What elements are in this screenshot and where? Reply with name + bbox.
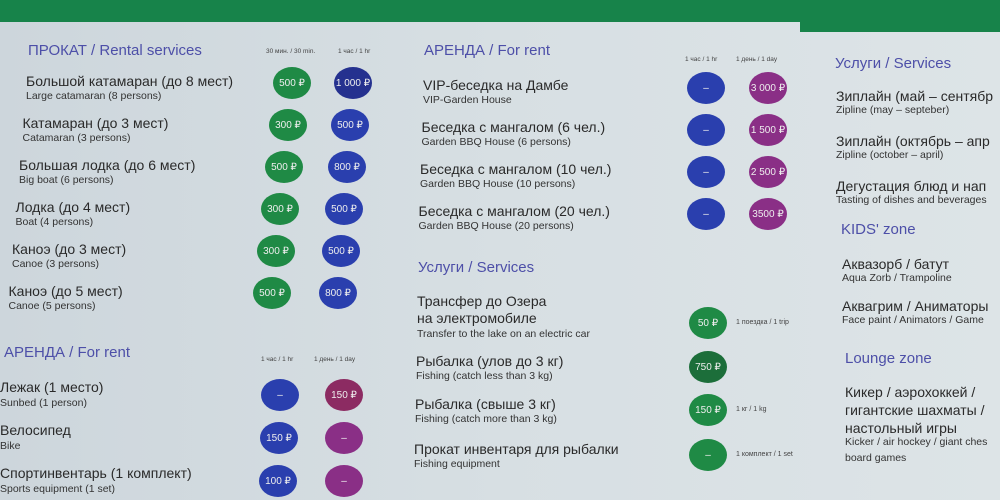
item-name-en: Catamaran (3 persons): [22, 132, 131, 144]
price-30min: 500 ₽: [265, 151, 303, 183]
item-name-en: VIP-Garden House: [423, 94, 512, 106]
item-name-ru: Рыбалка (улов до 3 кг): [416, 353, 564, 369]
item-name-en: board games: [845, 452, 907, 464]
item-name-ru: Дегустация блюд и нап: [836, 178, 987, 194]
item-name-en: Aqua Zorb / Trampoline: [842, 272, 952, 284]
item-name-en: Big boat (6 persons): [19, 174, 114, 186]
item-name-ru: Спортинвентарь (1 комплект): [0, 465, 192, 481]
item-name-en: Transfer to the lake on an electric car: [417, 328, 590, 340]
price-30min: 500 ₽: [253, 277, 291, 309]
price-30min: 300 ₽: [261, 193, 299, 225]
price-1day: 1 500 ₽: [749, 114, 787, 146]
price-1hr: –: [687, 114, 725, 146]
price-1hr: 150 ₽: [260, 422, 298, 454]
item-name-en: Garden BBQ House (10 persons): [420, 178, 576, 190]
green-header-band: [0, 0, 1000, 22]
item-name-ru: Кикер / аэрохоккей /: [845, 384, 976, 400]
price-1hr: –: [687, 198, 725, 230]
item-name-en: Canoe (3 persons): [12, 258, 99, 270]
item-name-ru: Велосипед: [0, 422, 71, 438]
item-name-en: Zipline (october – april): [836, 149, 944, 161]
item-name-ru: Большой катамаран (до 8 мест): [26, 73, 234, 89]
item-name-ru: Беседка с мангалом (10 чел.): [420, 161, 612, 177]
item-name-ru: Каноэ (до 5 мест): [8, 283, 123, 299]
column-label-1hr: 1 час / 1 hr: [685, 56, 718, 63]
price-1day: 3500 ₽: [749, 198, 787, 230]
item-name-en: Zipline (may – septeber): [836, 104, 950, 116]
price-1day: 150 ₽: [325, 379, 363, 411]
price-1hr: 1 000 ₽: [334, 67, 372, 99]
item-name-ru: настольный игры: [845, 420, 957, 436]
price-1hr: 500 ₽: [322, 235, 360, 267]
price-30min: 300 ₽: [269, 109, 307, 141]
item-name-ru: Трансфер до Озера: [417, 293, 547, 309]
item-name-en: Boat (4 persons): [15, 216, 94, 228]
item-name-ru: Аквагрим / Аниматоры: [842, 298, 989, 314]
column-label-1hr: 1 час / 1 hr: [338, 48, 371, 55]
price: 50 ₽: [689, 307, 727, 339]
item-name-ru: Аквазорб / батут: [842, 256, 950, 272]
section-title-lounge: Lounge zone: [845, 350, 932, 367]
item-name-ru: Прокат инвентаря для рыбалки: [414, 441, 619, 457]
item-name-ru: Катамаран (до 3 мест): [22, 115, 169, 131]
price-1day: 2 500 ₽: [749, 156, 787, 188]
price-1hr: –: [687, 156, 725, 188]
item-name-en: Face paint / Animators / Game: [842, 314, 984, 326]
item-name-en: Garden BBQ House (6 persons): [421, 136, 571, 148]
column-label-1day: 1 день / 1 day: [736, 56, 778, 63]
price-1hr: –: [261, 379, 299, 411]
unit-note: 1 поездка / 1 trip: [736, 319, 789, 326]
section-title-services-mid: Услуги / Services: [418, 259, 535, 276]
item-name-en: Bike: [0, 440, 21, 452]
item-name-en: Kicker / air hockey / giant ches: [845, 436, 988, 448]
item-name-ru: Зиплайн (октябрь – апр: [836, 133, 990, 149]
section-title-kids: KIDS' zone: [841, 221, 916, 238]
item-name-ru: Беседка с мангалом (20 чел.): [418, 203, 610, 219]
item-name-en: Garden BBQ House (20 persons): [418, 220, 574, 232]
section-title-rent-left: АРЕНДА / For rent: [4, 344, 131, 361]
item-name-ru: гигантские шахматы /: [845, 402, 985, 418]
price-1day: –: [325, 422, 363, 454]
item-name-ru: Лодка (до 4 мест): [15, 199, 131, 215]
unit-note: 1 комплект / 1 set: [736, 451, 793, 458]
item-name-ru: Беседка с мангалом (6 чел.): [421, 119, 606, 135]
section-title-rent-mid: АРЕНДА / For rent: [424, 42, 551, 59]
item-name-en: Tasting of dishes and beverages: [836, 194, 987, 206]
section-title-rental: ПРОКАТ / Rental services: [28, 42, 202, 59]
item-name-en: Sunbed (1 person): [0, 397, 87, 409]
item-name-en: Large catamaran (8 persons): [26, 90, 162, 102]
unit-note: 1 кг / 1 kg: [736, 406, 767, 413]
price: 750 ₽: [689, 351, 727, 383]
item-name-en: Fishing (catch less than 3 kg): [416, 370, 553, 382]
price-1hr: 500 ₽: [331, 109, 369, 141]
green-header-band-right: [800, 0, 1000, 32]
column-label-1hr: 1 час / 1 hr: [261, 356, 294, 363]
price-1hr: 100 ₽: [259, 465, 297, 497]
price: –: [689, 439, 727, 471]
item-name-ru: Рыбалка (свыше 3 кг): [415, 396, 556, 412]
item-name-ru: на электромобиле: [417, 310, 537, 326]
price-1hr: 800 ₽: [319, 277, 357, 309]
item-name-ru: VIP-беседка на Дамбе: [423, 77, 569, 93]
item-name-ru: Лежак (1 место): [0, 379, 104, 395]
price: 150 ₽: [689, 394, 727, 426]
item-name-ru: Большая лодка (до 6 мест): [19, 157, 196, 173]
price-30min: 500 ₽: [273, 67, 311, 99]
item-name-en: Fishing (catch more than 3 kg): [415, 413, 557, 425]
price-1hr: 500 ₽: [325, 193, 363, 225]
item-name-en: Canoe (5 persons): [8, 300, 96, 312]
column-label-1day: 1 день / 1 day: [314, 356, 356, 363]
price-1hr: –: [687, 72, 725, 104]
item-name-ru: Зиплайн (май – сентябр: [836, 88, 994, 104]
price-1day: 3 000 ₽: [749, 72, 787, 104]
price-30min: 300 ₽: [257, 235, 295, 267]
price-1hr: 800 ₽: [328, 151, 366, 183]
item-name-en: Fishing equipment: [414, 458, 500, 470]
item-name-en: Sports equipment (1 set): [0, 483, 115, 495]
section-title-services-right: Услуги / Services: [835, 55, 952, 72]
column-label-30min: 30 мин. / 30 min.: [266, 48, 316, 55]
item-name-ru: Каноэ (до 3 мест): [12, 241, 127, 257]
price-1day: –: [325, 465, 363, 497]
